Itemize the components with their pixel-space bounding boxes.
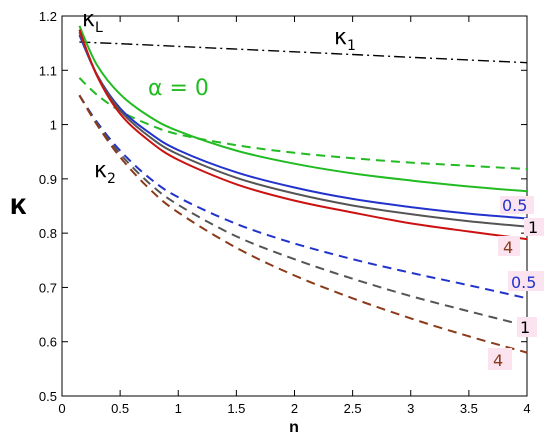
annotation-alpha-zero: α = 0 bbox=[148, 76, 209, 101]
label-highlight-dashed-1 bbox=[517, 317, 537, 337]
label-highlight-dashed-4 bbox=[488, 348, 512, 370]
y-tick-label: 0.8 bbox=[39, 226, 57, 241]
annotation-kappa-l: κL bbox=[82, 7, 103, 36]
y-tick-label: 1.1 bbox=[39, 63, 57, 78]
label-solid-4: 4 bbox=[503, 238, 513, 257]
label-highlight-solid-0.5 bbox=[500, 196, 534, 214]
annotation-kappa-l-symbol: κ bbox=[82, 7, 95, 32]
annotation-kappa-1-symbol: κ bbox=[334, 25, 347, 50]
x-tick-label: 3.5 bbox=[460, 401, 478, 416]
label-dashed-0.5: 0.5 bbox=[511, 273, 536, 292]
label-highlight-dashed-0.5 bbox=[508, 271, 544, 291]
label-solid-0.5: 0.5 bbox=[502, 196, 527, 215]
annotation-kappa-1: κ1 bbox=[334, 25, 356, 54]
series-line-1 bbox=[78, 25, 528, 193]
y-tick-label: 0.5 bbox=[39, 389, 57, 404]
y-tick-label: 0.6 bbox=[39, 335, 57, 350]
label-dashed-1: 1 bbox=[520, 318, 530, 337]
x-tick-label: 1 bbox=[175, 401, 182, 416]
x-tick-label: 1.5 bbox=[227, 401, 245, 416]
annotation-kappa-1-sub: 1 bbox=[347, 38, 356, 54]
series-lines bbox=[78, 25, 528, 354]
annotation-kappa-2-sub: 2 bbox=[107, 171, 116, 187]
series-line-3 bbox=[78, 34, 528, 220]
y-tick-label: 1.2 bbox=[39, 9, 57, 24]
label-dashed-4: 4 bbox=[493, 351, 503, 370]
axis-ticks: 0 0.5 1 1.5 2 2.5 3 3.5 40.50.60.70.80.911.11.2 bbox=[39, 9, 531, 416]
y-tick-label: 0.7 bbox=[39, 280, 57, 295]
label-solid-1: 1 bbox=[528, 218, 538, 237]
x-tick-label: 2.5 bbox=[344, 401, 362, 416]
x-tick-label: 0.5 bbox=[111, 401, 129, 416]
y-axis-title: κ bbox=[10, 188, 27, 221]
plot-frame bbox=[61, 15, 528, 397]
label-highlight-solid-1 bbox=[524, 218, 544, 236]
series-line-7 bbox=[78, 94, 528, 327]
series-line-5 bbox=[78, 29, 528, 241]
x-tick-label: 0 bbox=[58, 401, 65, 416]
x-tick-label: 2 bbox=[291, 401, 298, 416]
series-line-6 bbox=[78, 94, 528, 300]
y-tick-label: 1 bbox=[50, 118, 57, 133]
series-line-0 bbox=[79, 41, 528, 64]
y-tick-label: 0.9 bbox=[39, 172, 57, 187]
label-highlight-solid-4 bbox=[498, 236, 520, 256]
annotation-kappa-2: κ2 bbox=[94, 158, 116, 187]
x-tick-label: 3 bbox=[407, 401, 414, 416]
annotation-kappa-2-symbol: κ bbox=[94, 158, 107, 183]
series-line-2 bbox=[78, 77, 528, 171]
series-line-4 bbox=[78, 31, 528, 228]
x-axis-title: n bbox=[289, 419, 299, 436]
series-line-8 bbox=[78, 94, 528, 354]
annotation-kappa-l-sub: L bbox=[95, 20, 103, 36]
x-tick-label: 4 bbox=[523, 401, 530, 416]
